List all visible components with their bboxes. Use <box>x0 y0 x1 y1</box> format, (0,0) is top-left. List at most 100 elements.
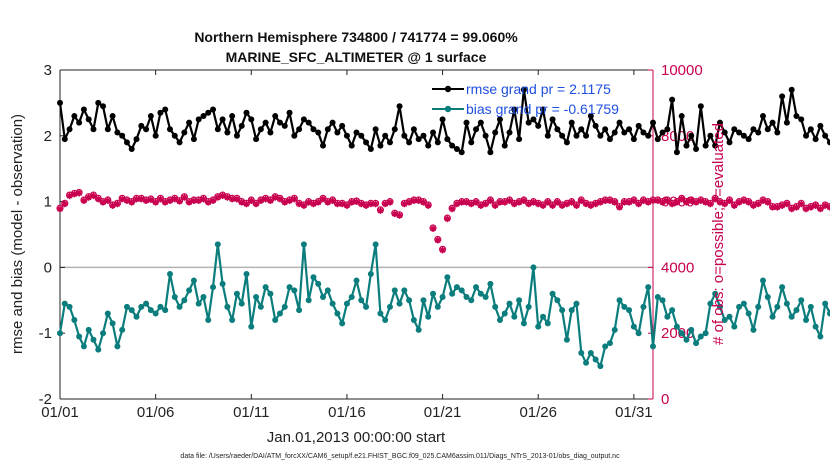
data-point <box>492 303 499 310</box>
data-point <box>386 198 394 206</box>
data-point <box>812 202 819 209</box>
data-point <box>443 215 451 223</box>
data-point <box>143 300 150 307</box>
data-point <box>162 307 169 314</box>
data-point <box>559 307 566 314</box>
y-tick-label: 0 <box>44 259 52 276</box>
y-right-tick-label: 4000 <box>661 259 694 276</box>
data-point <box>453 284 460 291</box>
data-point <box>525 303 532 310</box>
data-point <box>195 116 202 123</box>
data-point <box>248 323 255 330</box>
data-point <box>487 280 494 287</box>
data-point <box>472 198 480 206</box>
data-point <box>482 200 490 208</box>
data-point <box>425 313 432 320</box>
data-point <box>730 202 738 209</box>
data-point <box>506 300 513 307</box>
data-point <box>578 126 585 133</box>
data-point <box>812 323 819 330</box>
data-point <box>205 317 212 324</box>
data-point <box>66 126 73 133</box>
data-point <box>596 198 604 206</box>
data-point <box>276 119 283 126</box>
data-point <box>501 310 508 317</box>
data-point <box>405 198 413 206</box>
data-point <box>100 103 107 110</box>
data-point <box>563 200 571 208</box>
data-point <box>429 225 437 232</box>
data-point <box>238 198 246 206</box>
data-point <box>300 202 308 209</box>
chart-title: Northern Hemisphere 734800 / 741774 = 99… <box>194 29 518 45</box>
data-point <box>410 126 417 133</box>
data-point <box>468 139 475 146</box>
data-point <box>119 326 126 333</box>
data-point <box>329 300 336 307</box>
data-point <box>816 205 824 213</box>
data-point <box>759 113 766 120</box>
data-point <box>673 149 680 156</box>
data-point <box>606 136 613 143</box>
data-point <box>803 317 810 324</box>
data-point <box>597 132 604 139</box>
data-point <box>176 139 183 146</box>
data-point <box>233 290 240 297</box>
data-point <box>348 198 356 206</box>
data-point <box>663 197 671 205</box>
data-point <box>233 132 240 139</box>
data-point <box>257 126 264 133</box>
data-point <box>621 129 628 136</box>
data-point <box>363 303 370 310</box>
data-point <box>702 142 709 149</box>
data-point <box>511 313 518 320</box>
data-point <box>788 205 796 213</box>
data-point <box>123 303 130 310</box>
data-point <box>315 280 322 287</box>
data-point <box>534 200 542 208</box>
data-point <box>802 205 810 213</box>
data-point <box>688 326 695 333</box>
data-point <box>592 356 599 363</box>
data-point <box>133 313 140 320</box>
data-point <box>224 303 231 310</box>
data-point <box>755 129 762 136</box>
data-point <box>291 287 298 294</box>
data-point <box>290 195 298 203</box>
data-point <box>544 132 551 139</box>
series-rmse <box>57 86 830 156</box>
data-point <box>635 200 643 208</box>
data-point <box>329 197 336 205</box>
data-point <box>621 303 628 310</box>
data-point <box>157 195 164 203</box>
data-point <box>688 132 695 139</box>
data-point <box>769 119 776 126</box>
data-point <box>692 198 700 206</box>
data-point <box>773 203 781 211</box>
data-point <box>673 323 680 330</box>
data-point <box>229 317 236 324</box>
data-point <box>807 303 814 310</box>
data-point <box>252 200 260 208</box>
data-point <box>630 323 637 330</box>
data-point <box>803 132 810 139</box>
y-right-tick-label: 0 <box>661 391 669 408</box>
data-point <box>61 300 68 307</box>
data-point <box>439 246 446 254</box>
data-point <box>396 212 403 219</box>
data-point <box>161 198 169 206</box>
data-point <box>305 119 312 126</box>
data-point <box>535 122 542 129</box>
data-point <box>362 202 370 209</box>
data-point <box>487 149 494 156</box>
data-point <box>253 294 260 301</box>
data-point <box>626 307 633 314</box>
data-point <box>66 192 73 200</box>
data-point <box>90 192 97 200</box>
data-point <box>181 129 188 136</box>
data-point <box>100 330 107 337</box>
data-point <box>501 142 508 149</box>
data-point <box>645 284 652 291</box>
data-point <box>788 86 795 93</box>
y-tick-label: -1 <box>39 325 52 342</box>
